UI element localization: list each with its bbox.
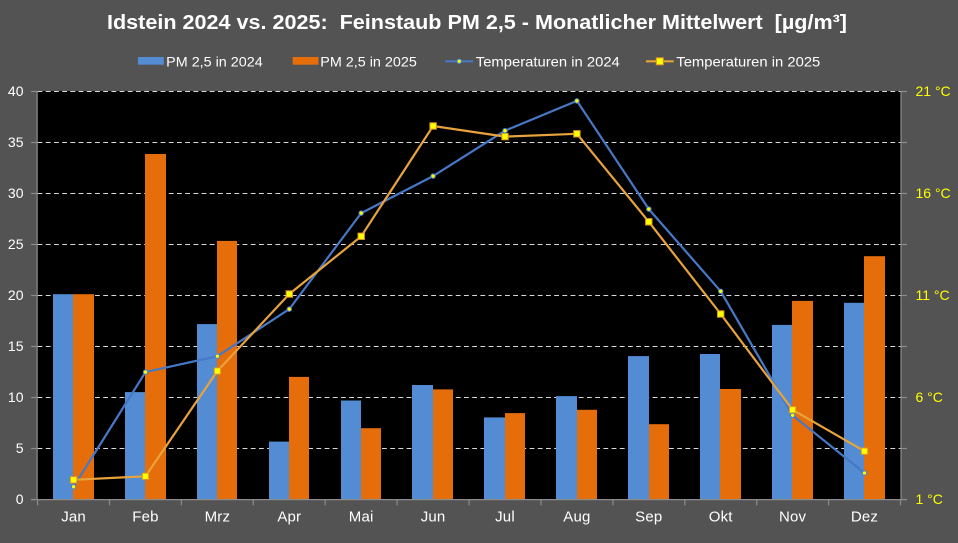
svg-text:Idstein 2024 vs. 2025: Feinst: Idstein 2024 vs. 2025: Feinstaub PM 2,5 … — [107, 12, 847, 34]
svg-text:Aug: Aug — [563, 509, 590, 526]
svg-text:Sep: Sep — [635, 509, 662, 526]
svg-text:1 °C: 1 °C — [916, 491, 943, 507]
svg-text:Nov: Nov — [779, 509, 807, 526]
svg-text:Jan: Jan — [61, 509, 86, 526]
svg-text:20: 20 — [8, 287, 24, 303]
svg-text:Dez: Dez — [851, 509, 878, 526]
svg-text:Apr: Apr — [277, 509, 301, 526]
svg-text:PM 2,5 in 2025: PM 2,5 in 2025 — [320, 53, 417, 69]
svg-text:Mrz: Mrz — [205, 509, 231, 526]
svg-text:Temperaturen in 2025: Temperaturen in 2025 — [676, 53, 820, 69]
svg-text:Okt: Okt — [709, 509, 734, 526]
svg-text:0: 0 — [16, 491, 24, 507]
svg-text:11 °C: 11 °C — [916, 287, 950, 303]
svg-text:25: 25 — [8, 236, 24, 252]
svg-text:Mai: Mai — [349, 509, 374, 526]
svg-text:10: 10 — [8, 389, 24, 405]
svg-text:40: 40 — [8, 83, 24, 99]
svg-text:6 °C: 6 °C — [916, 389, 943, 405]
svg-text:Jun: Jun — [421, 509, 446, 526]
svg-text:16 °C: 16 °C — [916, 185, 951, 201]
svg-text:Jul: Jul — [495, 509, 515, 526]
svg-text:PM 2,5 in 2024: PM 2,5 in 2024 — [166, 53, 263, 69]
svg-text:30: 30 — [8, 185, 24, 201]
svg-text:Temperaturen in 2024: Temperaturen in 2024 — [476, 53, 620, 69]
svg-text:35: 35 — [8, 134, 24, 150]
svg-text:Feb: Feb — [132, 509, 158, 526]
svg-text:15: 15 — [8, 338, 24, 354]
svg-text:5: 5 — [16, 440, 24, 456]
svg-text:21 °C: 21 °C — [916, 83, 951, 99]
